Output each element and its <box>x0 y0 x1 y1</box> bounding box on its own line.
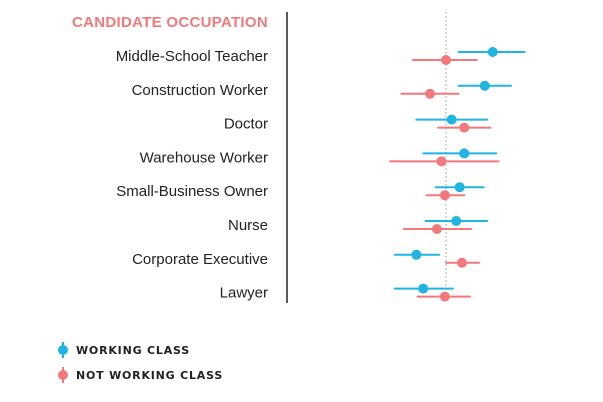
row-label: Small-Business Owner <box>116 183 268 200</box>
estimate-point <box>456 257 467 268</box>
row-label: Construction Worker <box>132 82 268 99</box>
estimate-point <box>479 80 490 91</box>
row-label: Middle-School Teacher <box>116 48 268 65</box>
estimate-point <box>411 249 422 260</box>
legend-marker-not-working-class <box>56 367 70 383</box>
legend-label-working-class: WORKING CLASS <box>76 343 190 357</box>
estimate-point <box>459 148 470 159</box>
estimate-point <box>446 114 457 125</box>
legend-label-not-working-class: NOT WORKING CLASS <box>76 368 224 382</box>
legend-marker-dot <box>58 345 68 355</box>
row-label: Nurse <box>228 217 268 234</box>
estimate-point <box>459 122 470 133</box>
estimate-point <box>418 283 429 294</box>
estimate-point <box>487 47 498 57</box>
legend-marker-dot <box>58 370 68 380</box>
row-label: Lawyer <box>220 285 268 302</box>
estimate-point <box>441 55 451 65</box>
legend-item-not-working-class: NOT WORKING CLASS <box>56 367 223 383</box>
row-label: Warehouse Worker <box>140 149 268 166</box>
chart-title: CANDIDATE OCCUPATION <box>72 14 268 31</box>
estimate-point <box>425 88 436 99</box>
occupation-dot-plot: CANDIDATE OCCUPATION Middle-School Teach… <box>72 12 526 303</box>
estimate-marks <box>389 47 526 302</box>
estimate-point <box>439 291 450 302</box>
estimate-point <box>454 182 465 193</box>
estimate-point <box>436 156 447 167</box>
row-label: Doctor <box>224 116 268 133</box>
legend-marker-working-class <box>56 342 70 358</box>
estimate-point <box>451 216 462 226</box>
row-labels: Middle-School Teacher Construction Worker… <box>116 48 268 302</box>
legend-item-working-class: WORKING CLASS <box>56 342 190 358</box>
estimate-point <box>439 190 450 201</box>
estimate-point <box>431 224 442 234</box>
row-label: Corporate Executive <box>132 251 268 268</box>
